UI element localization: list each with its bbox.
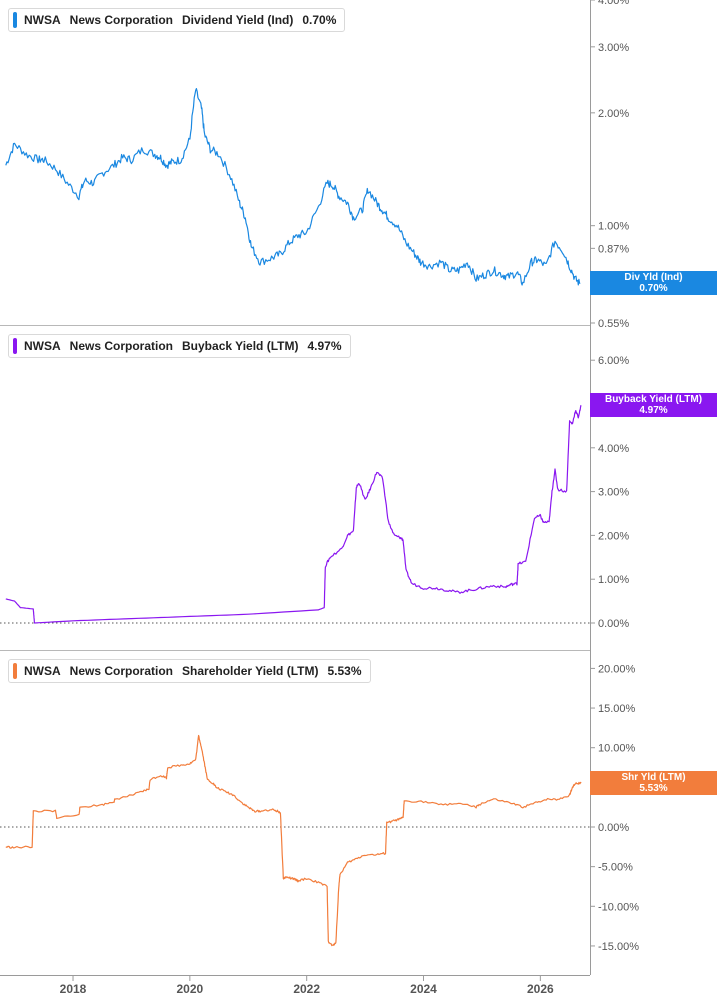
series-line-shareholder-yield-ltm- (5, 734, 582, 947)
x-tick-label: 2026 (527, 982, 554, 996)
tag-label: Div Yld (Ind) (624, 272, 683, 283)
tag-value: 0.70% (639, 283, 668, 294)
legend-buyback-yield[interactable]: NWSA News Corporation Buyback Yield (LTM… (8, 334, 351, 358)
y-tick-label: 4.00% (598, 0, 629, 7)
legend-metric: Shareholder Yield (LTM) (182, 664, 319, 678)
legend-metric: Buyback Yield (LTM) (182, 339, 299, 353)
legend-value: 0.70% (302, 13, 337, 27)
y-tick-label: 3.00% (598, 487, 629, 499)
last-value-tag-dividend: Div Yld (Ind) 0.70% (590, 271, 717, 295)
last-value-tag-buyback: Buyback Yield (LTM) 4.97% (590, 393, 717, 417)
y-tick-label: -5.00% (598, 862, 633, 874)
y-tick-label: 0.00% (598, 822, 629, 834)
series-color-bar (13, 338, 17, 354)
x-tick-label: 2018 (60, 982, 87, 996)
tag-value: 5.53% (639, 783, 668, 794)
series-line-buyback-yield-ltm- (5, 404, 582, 624)
tag-label: Shr Yld (LTM) (621, 772, 686, 783)
tag-label: Buyback Yield (LTM) (604, 394, 703, 405)
y-tick-label: 20.00% (598, 663, 636, 675)
legend-company: News Corporation (69, 13, 174, 27)
y-tick-label: 3.00% (598, 42, 629, 54)
x-tick-label: 2020 (176, 982, 203, 996)
legend-value: 5.53% (327, 664, 362, 678)
y-tick-label: 1.00% (598, 574, 629, 586)
y-tick-label: 4.00% (598, 443, 629, 455)
y-tick-label: 0.87% (598, 243, 629, 255)
x-tick-label: 2024 (410, 982, 437, 996)
legend-ticker: NWSA (24, 664, 61, 678)
y-tick-label: 6.00% (598, 355, 629, 367)
legend-metric: Dividend Yield (Ind) (182, 13, 294, 27)
legend-dividend-yield[interactable]: NWSA News Corporation Dividend Yield (In… (8, 8, 346, 32)
y-tick-label: 2.00% (598, 530, 629, 542)
y-tick-label: -10.00% (598, 901, 639, 913)
series-color-bar (13, 663, 17, 679)
legend-shareholder-yield[interactable]: NWSA News Corporation Shareholder Yield … (8, 659, 371, 683)
y-tick-label: -15.00% (598, 941, 639, 953)
legend-company: News Corporation (69, 339, 174, 353)
series-line-dividend-yield-ind- (5, 88, 581, 286)
legend-value: 4.97% (307, 339, 342, 353)
legend-ticker: NWSA (24, 13, 61, 27)
tag-value: 4.97% (639, 405, 668, 416)
x-tick-label: 2022 (293, 982, 320, 996)
y-tick-label: 0.00% (598, 618, 629, 630)
series-color-bar (13, 12, 17, 28)
legend-company: News Corporation (69, 664, 174, 678)
y-tick-label: 10.00% (598, 743, 636, 755)
y-tick-label: 1.00% (598, 221, 629, 233)
last-value-tag-shareholder: Shr Yld (LTM) 5.53% (590, 771, 717, 795)
legend-ticker: NWSA (24, 339, 61, 353)
y-tick-label: 0.55% (598, 318, 629, 330)
y-tick-label: 15.00% (598, 703, 636, 715)
y-tick-label: 2.00% (598, 108, 629, 120)
